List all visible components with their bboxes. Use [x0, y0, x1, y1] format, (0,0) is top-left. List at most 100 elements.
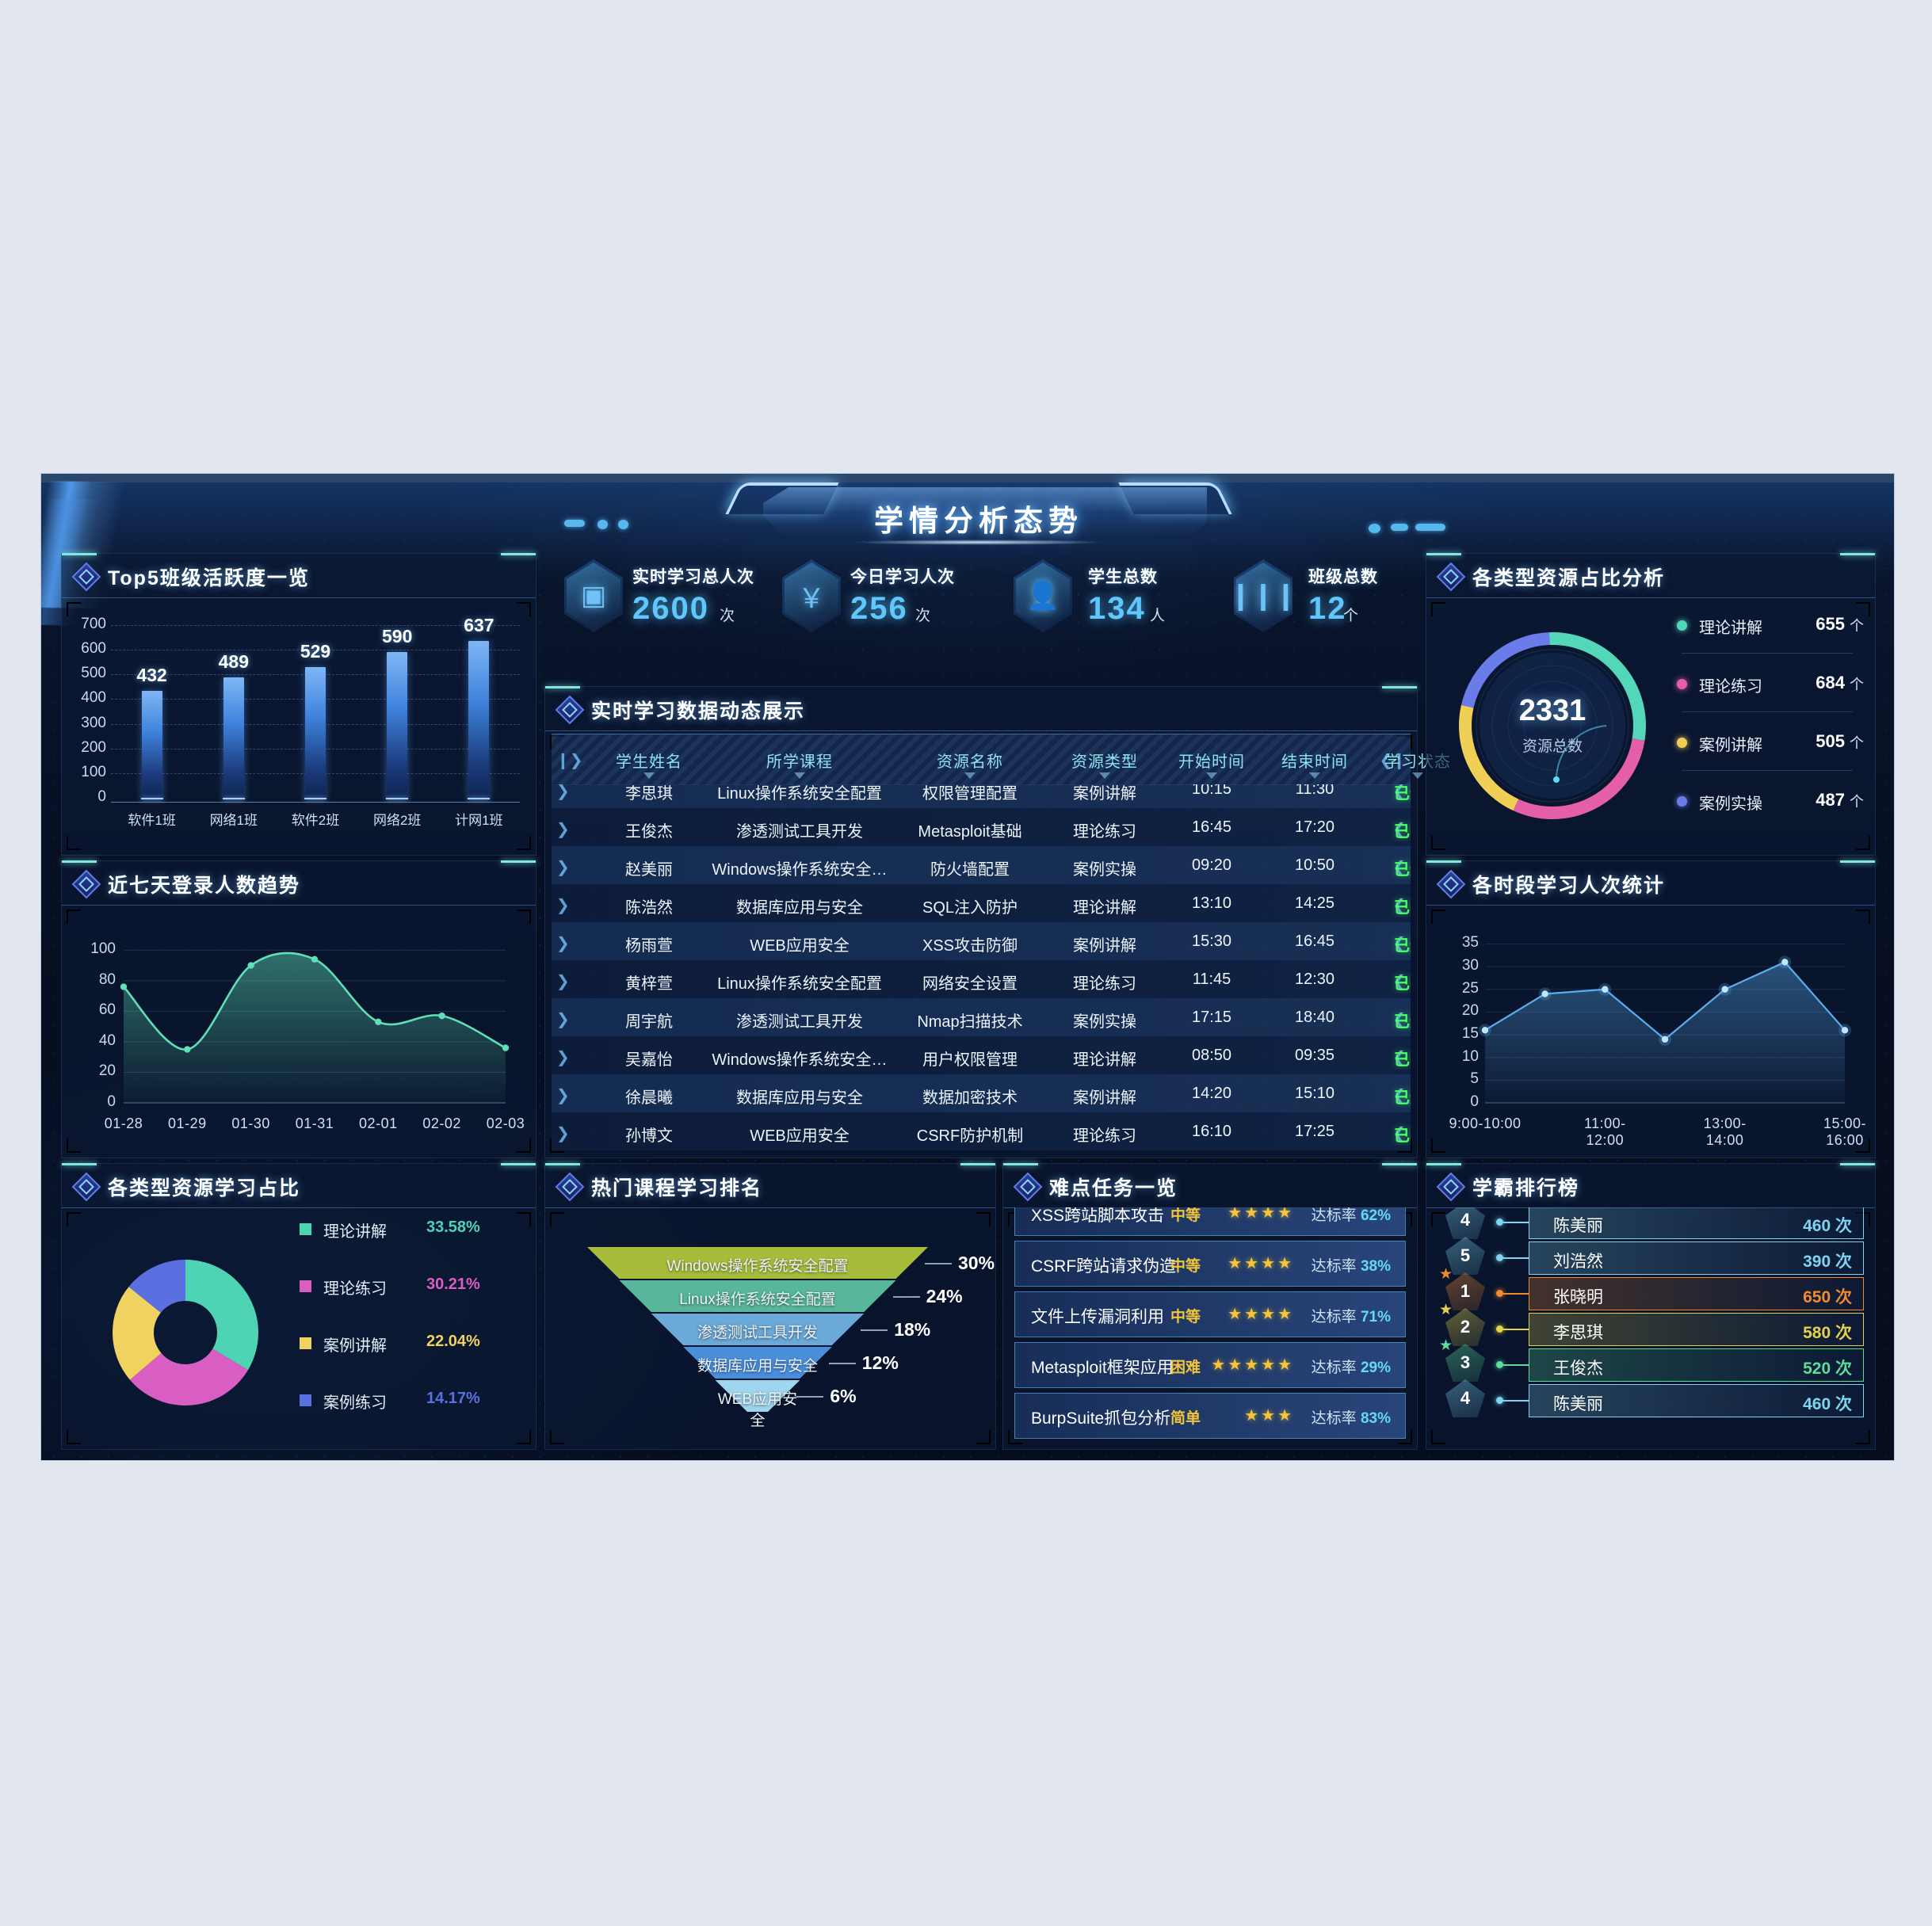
stat-card-1[interactable]: ￥ 今日学习人次 256 次	[782, 559, 960, 632]
cell-type: 案例讲解	[1073, 785, 1136, 803]
table-row[interactable]: ❯ ❮ 孙博文 WEB应用安全 CSRF防护机制 理论练习 16:10 17:25 已学习	[552, 1112, 1411, 1150]
rank-bar: 王俊杰 520 次	[1529, 1348, 1864, 1382]
bar	[304, 667, 326, 799]
rank-row[interactable]: 4 陈美丽 460 次	[1438, 1207, 1864, 1239]
panel-header: 各类型资源占比分析	[1426, 553, 1875, 598]
status-badge: 已学习	[1394, 1051, 1411, 1069]
axis-y-label: 400	[81, 689, 106, 707]
table-row[interactable]: ❯ ❮ 赵美丽 Windows操作系统安全… 防火墙配置 案例实操 09:20 10:50 已达…	[552, 846, 1411, 884]
table-row[interactable]: ❯ ❮ 吴嘉怡 Windows操作系统安全… 用户权限管理 理论讲解 08:50 09:35 已…	[552, 1036, 1411, 1074]
dashboard: 学情分析态势 ▣ 实时学习总人次 2600 次 ￥ 今日学习人次 256 次 👤…	[41, 474, 1894, 1460]
panel-difficult-tasks: 难点任务一览 XSS跨站脚本攻击 中等 ★★★★ 达标率 62% CSRF跨站请求伪造中…	[1002, 1163, 1418, 1450]
axis-x-label: 02-01	[359, 1116, 398, 1131]
funnel-segment[interactable]	[651, 1314, 865, 1345]
task-name: Metasploit框架应用	[1031, 1359, 1174, 1377]
legend-label: 理论练习	[1699, 678, 1762, 696]
task-row[interactable]: CSRF跨站请求伪造 中等 ★★★★ 达标率 38%	[1014, 1241, 1406, 1287]
rank-row[interactable]: 4 陈美丽 460 次	[1438, 1379, 1864, 1417]
panel-title: 实时学习数据动态展示	[591, 700, 806, 723]
table-column-header[interactable]: 资源名称	[891, 749, 1049, 779]
cell-type: 理论练习	[1073, 823, 1136, 841]
task-row[interactable]: Metasploit框架应用 困难 ★★★★★ 达标率 29%	[1014, 1342, 1406, 1388]
axis-x-label: 15:00-16:00	[1823, 1116, 1867, 1148]
cell-course: WEB应用安全	[750, 937, 850, 955]
table-row[interactable]: ❯ ❮ 杨雨萱 WEB应用安全 XSS攻击防御 案例讲解 15:30 16:45 已达标	[552, 922, 1411, 960]
cell-resource: 防火墙配置	[930, 861, 1010, 879]
funnel-leader-line	[861, 1329, 888, 1331]
cell-type: 理论讲解	[1073, 899, 1136, 917]
cell-course: WEB应用安全	[750, 1127, 850, 1145]
cell-resource: CSRF防护机制	[916, 1127, 1024, 1145]
rank-row[interactable]: 2 ★ 李思琪 580 次	[1438, 1302, 1864, 1346]
diamond-icon	[71, 562, 101, 592]
funnel-label: Windows操作系统安全配置	[666, 1258, 849, 1275]
row-arrow-left-icon: ❯	[556, 1011, 570, 1028]
login-trend-chart	[120, 949, 510, 1104]
axis-x-label: 01-31	[295, 1116, 334, 1131]
table-row[interactable]: ❯ ❮ 徐晨曦 数据库应用与安全 数据加密技术 案例讲解 14:20 15:10 已达标	[552, 1074, 1411, 1112]
axis-y-label: 0	[107, 1093, 116, 1110]
axis-y-label: 20	[98, 1062, 116, 1080]
table-row[interactable]: ❯ ❮ 陈浩然 数据库应用与安全 SQL注入防护 理论讲解 13:10 14:25 已学习	[552, 884, 1411, 922]
legend-separator	[1682, 711, 1853, 712]
legend-value: 684	[1816, 673, 1845, 692]
scroll-left-icon[interactable]: ❙❯	[556, 752, 583, 769]
stat-card-3[interactable]: ❙❙❙ 班级总数 12 个	[1234, 559, 1404, 632]
table-column-header[interactable]: 开始时间	[1160, 749, 1263, 779]
task-rate: 达标率 83%	[1312, 1406, 1391, 1428]
task-stars-icon: ★★★★	[1228, 1255, 1294, 1272]
axis-y-label: 40	[98, 1032, 116, 1049]
task-row[interactable]: XSS跨站脚本攻击 中等 ★★★★ 达标率 62%	[1014, 1207, 1406, 1236]
task-rate: 达标率 38%	[1312, 1254, 1391, 1276]
panel-body: Windows操作系统安全配置 30% Linux操作系统安全配置 24% 渗透测试工具…	[545, 1207, 995, 1449]
cell-start: 16:10	[1191, 1123, 1232, 1140]
panel-title: 各类型资源学习占比	[108, 1177, 301, 1199]
row-arrow-left-icon: ❯	[556, 1125, 570, 1142]
task-rate-value: 83%	[1356, 1410, 1391, 1427]
axis-y-label: 35	[1461, 934, 1479, 952]
table-row[interactable]: ❯ ❮ 李思琪 Linux操作系统安全配置 权限管理配置 案例讲解 10:15 11:30 已达…	[552, 784, 1411, 808]
task-row[interactable]: 文件上传漏洞利用 中等 ★★★★ 达标率 71%	[1014, 1291, 1406, 1337]
status-badge: 已达标	[1394, 785, 1411, 803]
rank-name: 陈美丽	[1553, 1217, 1603, 1235]
axis-x-label: 9:00-10:00	[1449, 1116, 1522, 1131]
cell-student-name: 吴嘉怡	[625, 1051, 673, 1069]
cell-course: 渗透测试工具开发	[736, 1013, 863, 1031]
rank-row[interactable]: 3 ★ 王俊杰 520 次	[1438, 1337, 1864, 1382]
panel-title: Top5班级活跃度一览	[108, 567, 310, 589]
table-column-header[interactable]: 资源类型	[1049, 749, 1160, 779]
legend-value: 655	[1816, 614, 1845, 634]
table-scroll-region[interactable]: ❯❮李思琪Linux操作系统安全配置权限管理配置案例讲解10:1511:30已达…	[552, 784, 1411, 1153]
rank-connector-line	[1503, 1400, 1529, 1402]
stat-card-2[interactable]: 👤 学生总数 134 人	[1014, 559, 1184, 632]
row-arrow-left-icon: ❯	[556, 973, 570, 990]
legend-label: 理论练习	[323, 1280, 387, 1298]
rank-row[interactable]: 1 ★ 张晓明 650 次	[1438, 1266, 1864, 1310]
stat-card-0[interactable]: ▣ 实时学习总人次 2600 次	[564, 559, 762, 632]
cell-course: Linux操作系统安全配置	[717, 785, 882, 803]
funnel-segment[interactable]	[619, 1280, 896, 1312]
stat-unit: 个	[1343, 608, 1359, 624]
rank-connector-line	[1503, 1364, 1529, 1366]
table-column-header[interactable]: 学生姓名	[590, 749, 708, 779]
task-rate: 达标率 29%	[1312, 1356, 1391, 1377]
rank-bar: 陈美丽 460 次	[1529, 1207, 1864, 1239]
cell-start: 09:20	[1191, 856, 1232, 874]
rank-row[interactable]: 5 刘浩然 390 次	[1438, 1237, 1864, 1275]
table-row[interactable]: ❯ ❮ 王俊杰 渗透测试工具开发 Metasploit基础 理论练习 16:45 17:20 已…	[552, 808, 1411, 846]
scroll-right-icon[interactable]: ❮❙	[1379, 752, 1406, 769]
task-level: 简单	[1170, 1410, 1201, 1427]
cell-start: 13:10	[1191, 894, 1232, 912]
rank-value: 460 次	[1803, 1395, 1852, 1413]
task-row[interactable]: BurpSuite抓包分析 简单 ★★★ 达标率 83%	[1014, 1393, 1406, 1439]
table-row[interactable]: ❯ ❮ 黄梓萱 Linux操作系统安全配置 网络安全设置 理论练习 11:45 12:30 已学…	[552, 960, 1411, 998]
cell-student-name: 杨雨萱	[625, 937, 673, 955]
table-row[interactable]: ❯ ❮ 周宇航 渗透测试工具开发 Nmap扫描技术 案例实操 17:15 18:40 已达标	[552, 998, 1411, 1036]
table-column-header[interactable]: 结束时间	[1263, 749, 1366, 779]
funnel-value: 12%	[861, 1352, 899, 1373]
dashboard-header: 学情分析态势	[725, 482, 1232, 545]
axis-y-label: 80	[98, 971, 116, 988]
table-column-header[interactable]: 所学课程	[708, 749, 891, 779]
cell-end: 12:30	[1294, 971, 1335, 988]
funnel-segment[interactable]	[587, 1247, 928, 1279]
